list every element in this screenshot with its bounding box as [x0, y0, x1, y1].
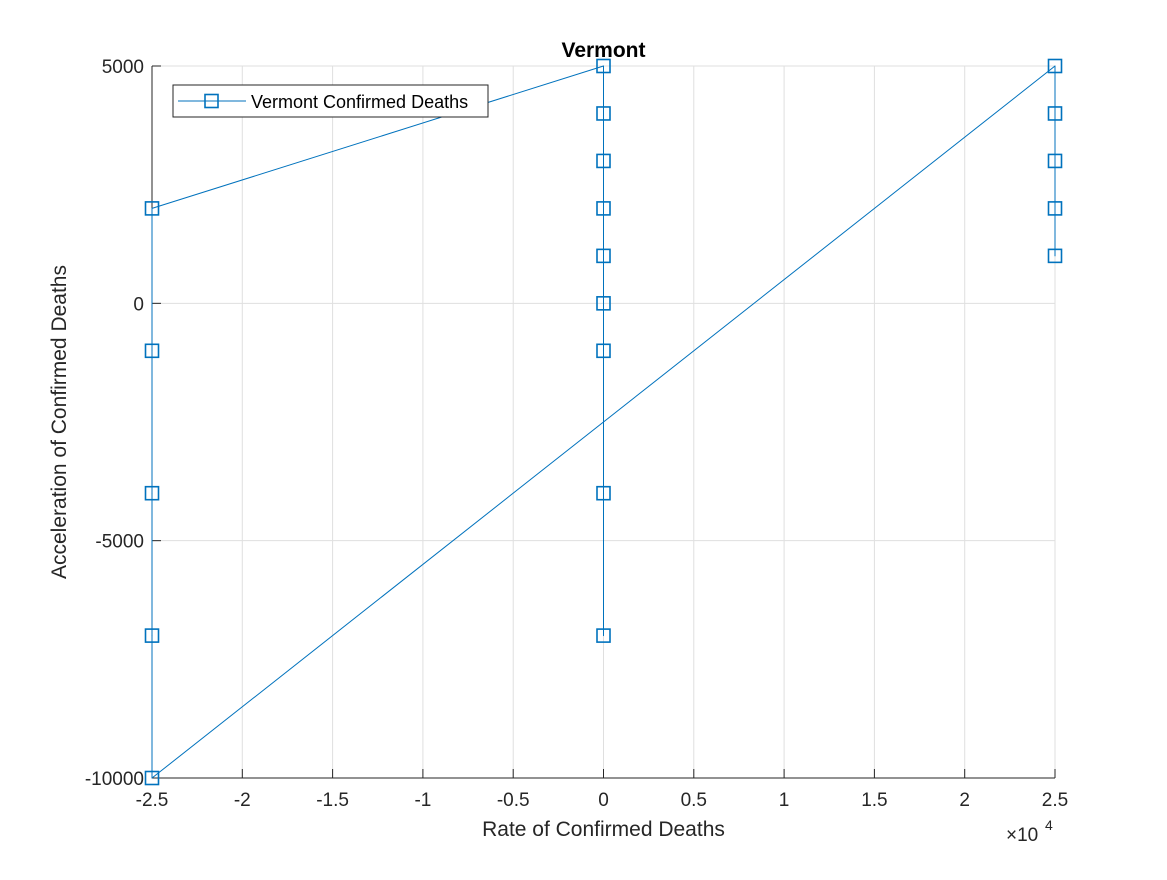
data-point-7: [596, 106, 611, 121]
legend[interactable]: Vermont Confirmed Deaths: [172, 84, 489, 118]
data-point-0: [596, 628, 611, 643]
y-tick-label-3: 5000: [102, 57, 144, 78]
x-tick-label-7: 1: [779, 790, 790, 811]
x-tick-label-8: 1.5: [861, 790, 887, 811]
y-tick-label-2: 0: [133, 294, 144, 315]
data-point-1: [596, 485, 611, 501]
data-point-6: [596, 153, 611, 169]
y-tick-label-1: -5000: [95, 532, 144, 553]
series-layer: [144, 58, 1063, 786]
legend-marker-sample: [204, 93, 219, 109]
data-point-13: [144, 770, 160, 786]
legend-entry-label: Vermont Confirmed Deaths: [251, 92, 468, 112]
x-tick-label-4: -0.5: [497, 790, 530, 811]
x-tick-label-9: 2: [959, 790, 970, 811]
x-tick-label-6: 0.5: [681, 790, 707, 811]
data-point-14: [1047, 58, 1063, 74]
y-tick-label-0: -10000: [85, 769, 144, 790]
data-point-4: [596, 248, 611, 264]
x-exponent-base: ×10: [1006, 825, 1038, 846]
x-tick-label-0: -2.5: [136, 790, 169, 811]
data-point-2: [596, 343, 611, 359]
series-line-segment-8: [151, 65, 604, 209]
data-point-15: [1047, 106, 1063, 121]
data-point-18: [1047, 248, 1063, 264]
data-point-10: [144, 343, 160, 359]
data-point-17: [1047, 201, 1063, 216]
x-tick-label-3: -1: [414, 790, 431, 811]
x-tick-label-2: -1.5: [316, 790, 349, 811]
tick-labels: -2.5 -2 -1.5 -1 -0.5 0 0.5 1 1.5 2 2.5 -10000 -5000 0…: [85, 57, 1068, 811]
data-point-3: [596, 296, 611, 311]
data-point-12: [144, 628, 160, 643]
data-point-9: [144, 201, 160, 216]
x-tick-label-1: -2: [234, 790, 251, 811]
x-axis-title: Rate of Confirmed Deaths: [482, 818, 725, 841]
x-tick-label-10: 2.5: [1042, 790, 1068, 811]
data-point-5: [596, 201, 611, 216]
x-axis-exponent: ×10 4: [1006, 817, 1053, 846]
series-line-segment-13: [151, 65, 1056, 779]
data-point-16: [1047, 153, 1063, 169]
x-exponent-power: 4: [1045, 817, 1053, 833]
chart-title: Vermont: [561, 39, 645, 62]
data-point-8: [596, 58, 611, 74]
x-tick-label-5: 0: [598, 790, 609, 811]
y-axis-title: Acceleration of Confirmed Deaths: [48, 265, 71, 579]
data-point-11: [144, 485, 160, 501]
